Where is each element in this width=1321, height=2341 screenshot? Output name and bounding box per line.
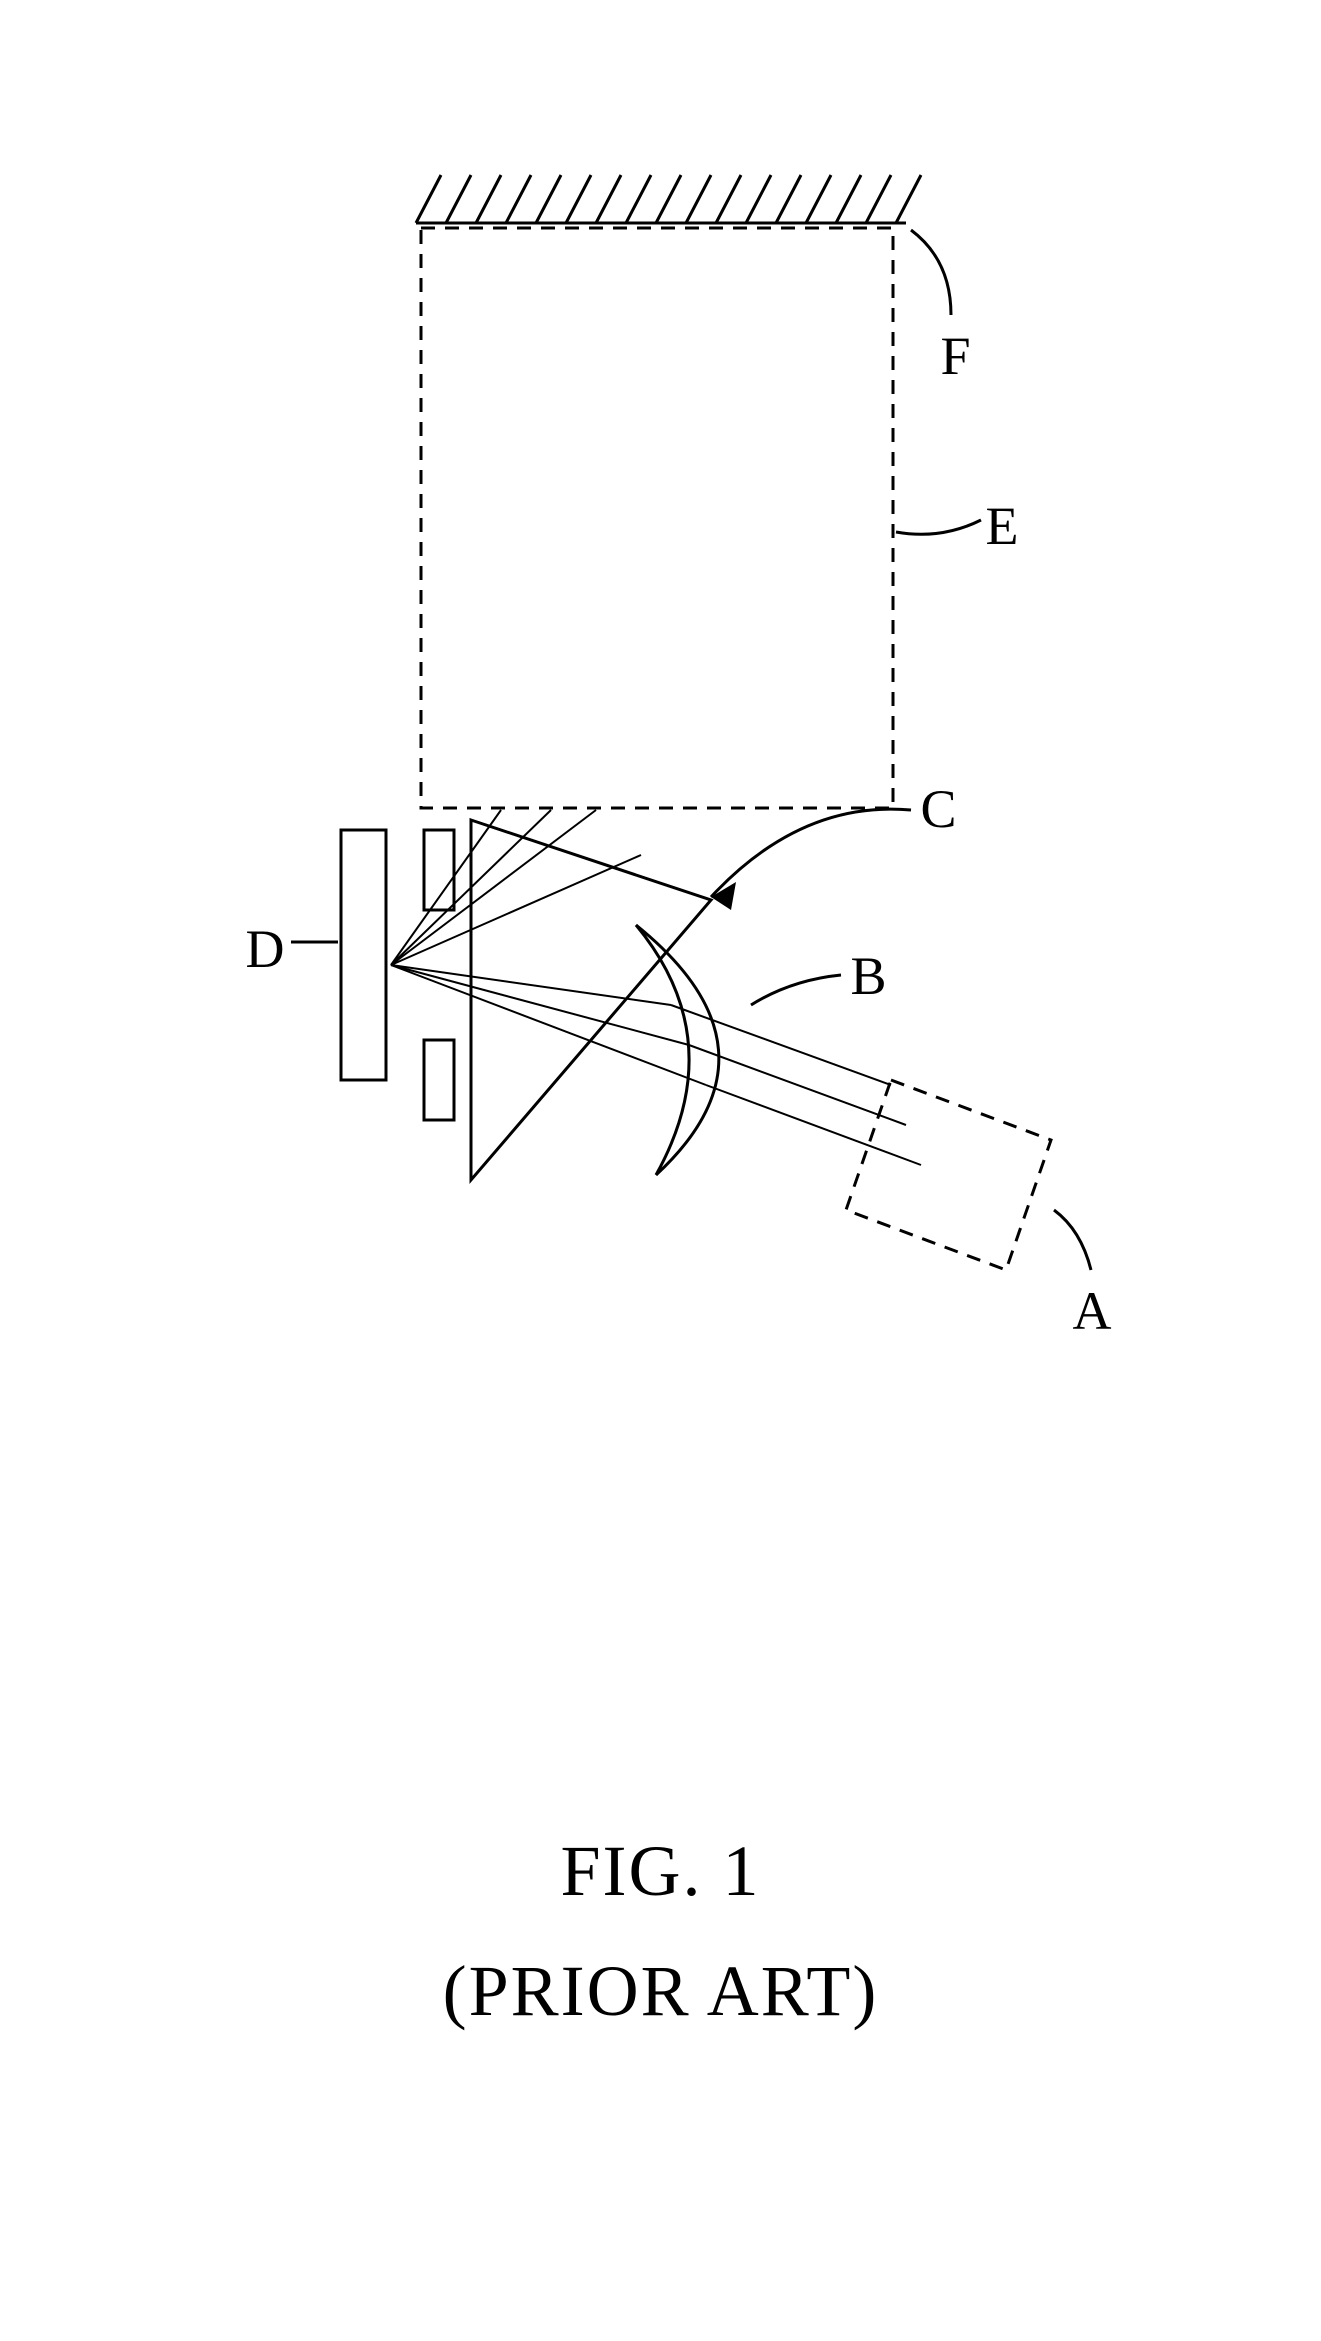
label-A: A bbox=[1073, 1280, 1112, 1342]
label-D: D bbox=[246, 918, 285, 980]
figure-caption-line1: FIG. 1 bbox=[0, 1830, 1321, 1913]
figure-diagram bbox=[211, 170, 1111, 1570]
label-C: C bbox=[921, 778, 957, 840]
figure-caption-line2: (PRIOR ART) bbox=[0, 1950, 1321, 2033]
label-F: F bbox=[941, 325, 971, 387]
diagram-svg bbox=[211, 170, 1111, 1570]
label-B: B bbox=[851, 945, 887, 1007]
label-E: E bbox=[986, 495, 1019, 557]
